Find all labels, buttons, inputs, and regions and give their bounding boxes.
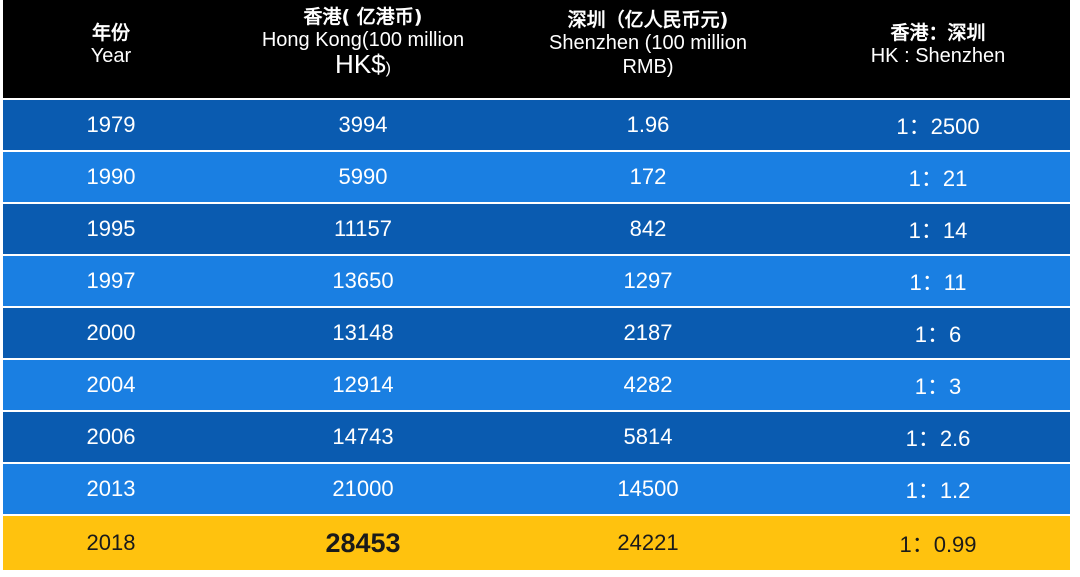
table-row: 1979 3994 1.96 1：2500 — [3, 98, 1070, 150]
ratio-cell: 1：2500 — [896, 114, 980, 139]
header-hong-kong-en-main: Hong Kong(100 million — [261, 29, 465, 51]
ratio-cell: 1：0.99 — [899, 532, 977, 557]
year-cell: 2013 — [86, 476, 136, 501]
hong-kong-cell: 13148 — [332, 320, 394, 345]
header-year-zh: 年份 — [91, 22, 130, 44]
header-ratio-en: HK : Shenzhen — [870, 45, 1006, 67]
year-cell: 2006 — [86, 424, 136, 449]
ratio-cell: 1：6 — [914, 322, 962, 347]
ratio-cell: 1：1.2 — [905, 478, 971, 503]
year-cell: 1979 — [86, 112, 136, 137]
shenzhen-cell: 24221 — [617, 530, 679, 555]
table-row: 2000 13148 2187 1：6 — [3, 306, 1070, 358]
shenzhen-cell: 4282 — [623, 372, 673, 397]
hong-kong-cell: 14743 — [332, 424, 394, 449]
table-row: 2013 21000 14500 1：1.2 — [3, 462, 1070, 514]
header-ratio: 香港：深圳 HK : Shenzhen — [823, 0, 1053, 98]
shenzhen-cell: 842 — [629, 216, 667, 241]
header-shenzhen-zh: 深圳（亿人民币元) — [567, 9, 729, 31]
ratio-cell: 1：3 — [914, 374, 962, 399]
year-cell: 2018 — [86, 530, 136, 555]
table-header: 年份 Year 香港( 亿港币) Hong Kong(100 million H… — [3, 0, 1070, 98]
hong-kong-cell: 12914 — [332, 372, 394, 397]
ratio-cell: 1：11 — [909, 270, 967, 295]
ratio-cell: 1：21 — [908, 166, 968, 191]
header-shenzhen-en: Shenzhen (100 million RMB) — [549, 32, 747, 78]
header-year-en: Year — [90, 45, 132, 67]
year-cell: 1995 — [86, 216, 136, 241]
year-cell: 1990 — [86, 164, 136, 189]
shenzhen-cell: 1.96 — [626, 112, 670, 137]
shenzhen-cell: 1297 — [623, 268, 673, 293]
table-row: 1990 5990 172 1：21 — [3, 150, 1070, 202]
year-cell: 1997 — [86, 268, 136, 293]
header-ratio-zh: 香港：深圳 — [890, 22, 986, 44]
ratio-cell: 1：2.6 — [905, 426, 971, 451]
shenzhen-cell: 14500 — [617, 476, 679, 501]
header-hong-kong-currency: HK$ — [335, 49, 386, 79]
data-table: 年份 Year 香港( 亿港币) Hong Kong(100 million H… — [3, 0, 1070, 570]
header-hong-kong-paren: ) — [385, 60, 391, 77]
shenzhen-cell: 5814 — [623, 424, 673, 449]
shenzhen-cell: 172 — [629, 164, 667, 189]
header-shenzhen: 深圳（亿人民币元) Shenzhen (100 million RMB) — [513, 0, 783, 98]
header-hong-kong-zh: 香港( 亿港币) — [303, 6, 423, 28]
hong-kong-cell: 11157 — [334, 216, 392, 241]
hong-kong-cell: 13650 — [332, 268, 394, 293]
header-hong-kong-en: Hong Kong(100 million HK$) — [233, 28, 493, 81]
table-row: 2004 12914 4282 1：3 — [3, 358, 1070, 410]
table-row: 1995 11157 842 1：14 — [3, 202, 1070, 254]
table-row: 1997 13650 1297 1：11 — [3, 254, 1070, 306]
header-hong-kong: 香港( 亿港币) Hong Kong(100 million HK$) — [223, 0, 503, 98]
header-year: 年份 Year — [51, 0, 171, 98]
table-row: 2018 28453 24221 1：0.99 — [3, 514, 1070, 570]
table-row: 2006 14743 5814 1：2.6 — [3, 410, 1070, 462]
year-cell: 2000 — [86, 320, 136, 345]
hong-kong-cell: 28453 — [325, 527, 401, 558]
ratio-cell: 1：14 — [908, 218, 968, 243]
table-body: 1979 3994 1.96 1：2500 1990 5990 172 1：21 1995 111… — [3, 98, 1070, 570]
year-cell: 2004 — [86, 372, 136, 397]
shenzhen-cell: 2187 — [623, 320, 673, 345]
hong-kong-cell: 5990 — [338, 164, 388, 189]
hong-kong-cell: 21000 — [332, 476, 394, 501]
hong-kong-cell: 3994 — [338, 112, 388, 137]
